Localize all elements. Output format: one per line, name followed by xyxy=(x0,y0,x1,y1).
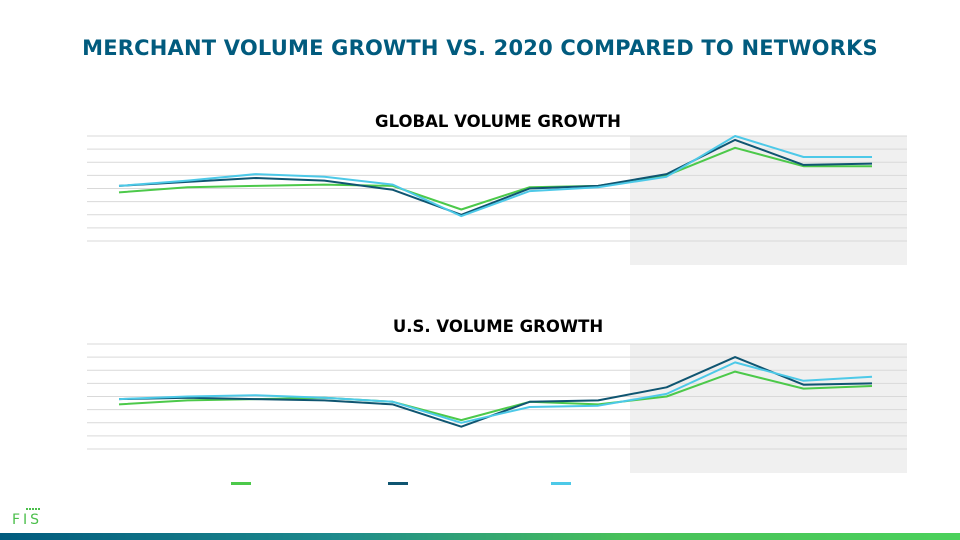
forecast-highlight-band xyxy=(630,136,907,265)
chart-title-us: U.S. VOLUME GROWTH xyxy=(392,317,604,336)
legend-swatch-green xyxy=(231,482,251,485)
series-line-cyan xyxy=(118,361,873,424)
chart-title-global: GLOBAL VOLUME GROWTH xyxy=(375,112,621,131)
fis-logo-mark xyxy=(26,508,40,510)
fis-logo: FIS xyxy=(12,508,54,533)
legend-swatch-cyan xyxy=(551,482,571,485)
us-volume-chart xyxy=(87,343,907,473)
series-line-cyan xyxy=(118,135,872,218)
forecast-highlight-band xyxy=(630,344,907,473)
series-line-navy xyxy=(118,138,873,216)
legend xyxy=(0,482,960,490)
fis-logo-text: FIS xyxy=(12,512,42,528)
legend-swatch-navy xyxy=(388,482,408,485)
bottom-accent-bar xyxy=(0,533,960,540)
series-line-green xyxy=(118,146,872,211)
slide-title: MERCHANT VOLUME GROWTH VS. 2020 COMPARED… xyxy=(82,36,878,60)
global-volume-chart xyxy=(87,135,907,265)
